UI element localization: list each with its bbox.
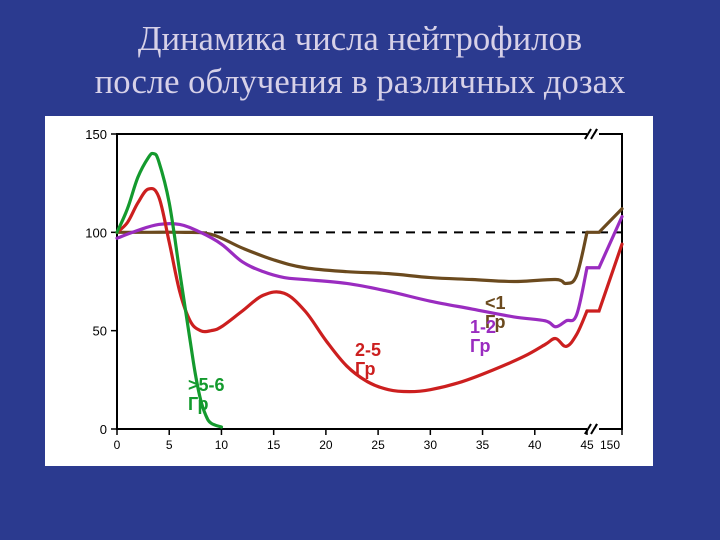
chart-panel: 050100150051015202530354045150 <1 Гр1-2 … bbox=[45, 116, 653, 466]
x-tick-label: 15 bbox=[267, 438, 281, 452]
y-tick-label: 50 bbox=[93, 324, 107, 339]
x-tick-label: 5 bbox=[166, 438, 173, 452]
title-line-1: Динамика числа нейтрофилов bbox=[0, 18, 720, 61]
slide-title: Динамика числа нейтрофилов после облучен… bbox=[0, 18, 720, 105]
x-tick-label: 25 bbox=[371, 438, 385, 452]
x-tick-label: 0 bbox=[114, 438, 121, 452]
x-tick-label: 45 bbox=[580, 438, 594, 452]
series-2to5Gy bbox=[117, 188, 587, 391]
x-tick-label: 150 bbox=[600, 438, 620, 452]
y-tick-label: 0 bbox=[100, 422, 107, 437]
x-tick-label: 35 bbox=[476, 438, 490, 452]
y-tick-label: 100 bbox=[85, 225, 107, 240]
series-lt1Gy bbox=[117, 232, 587, 283]
x-tick-label: 10 bbox=[215, 438, 229, 452]
y-tick-label: 150 bbox=[85, 127, 107, 142]
title-line-2: после облучения в различных дозах bbox=[0, 61, 720, 104]
neutrophil-dynamics-chart: 0 50 100 150 0 5 10 15 20 25 30 35 40 45 150 bbox=[45, 116, 653, 466]
series-label-gt5to6Gy: >5-6 Гр bbox=[188, 376, 225, 414]
series-label-1to2Gy: 1-2 Гр bbox=[470, 318, 496, 356]
x-tick-label: 30 bbox=[424, 438, 438, 452]
x-tick-label: 20 bbox=[319, 438, 333, 452]
series-label-2to5Gy: 2-5 Гр bbox=[355, 341, 381, 379]
x-tick-label: 40 bbox=[528, 438, 542, 452]
slide: Динамика числа нейтрофилов после облучен… bbox=[0, 0, 720, 540]
